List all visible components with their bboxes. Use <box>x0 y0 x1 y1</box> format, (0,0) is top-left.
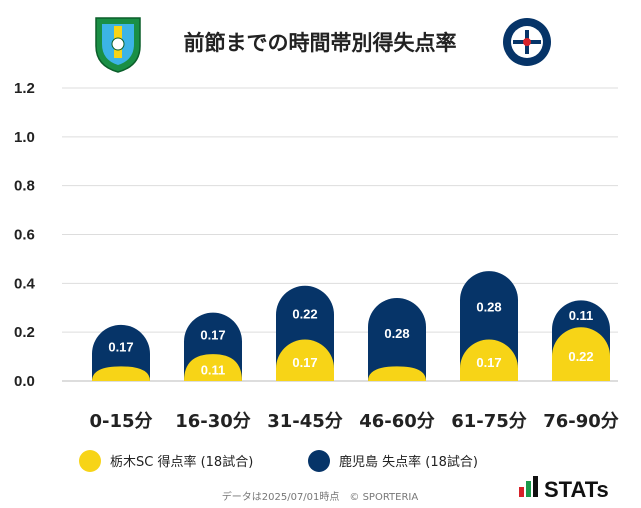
x-axis: 0-15分 16-30分 31-45分 46-60分 61-75分 76-90分 <box>89 411 618 432</box>
bar-team-b <box>92 324 150 381</box>
bar-team-a <box>552 327 610 381</box>
legend-marker-team-a <box>79 450 101 472</box>
data-label-team-b: 0.17 <box>200 327 225 342</box>
y-tick-label: 1.0 <box>14 129 35 146</box>
y-tick-label: 0.6 <box>14 227 35 244</box>
stats-brand-text: STATs <box>544 477 609 502</box>
kagoshima-united-logo <box>503 18 551 66</box>
data-label-team-a: 0.17 <box>292 355 317 370</box>
bar-team-a <box>276 339 334 381</box>
y-tick-label: 0.2 <box>14 324 35 341</box>
stats-bar-icon-3 <box>533 476 538 497</box>
legend-marker-team-b <box>308 450 330 472</box>
y-tick-label: 0.0 <box>14 373 35 390</box>
y-axis: 1.2 1.0 0.8 0.6 0.4 0.2 0.0 <box>14 80 36 390</box>
x-tick-label: 61-75分 <box>451 411 527 432</box>
legend: 栃木SC 得点率 (18試合) 鹿児島 失点率 (18試合) <box>79 450 478 472</box>
bar-team-b <box>368 297 426 381</box>
data-label-team-b: 0.28 <box>384 326 409 341</box>
y-tick-label: 0.8 <box>14 178 35 195</box>
bar-team-a <box>368 366 426 381</box>
chart-title: 前節までの時間帯別得失点率 <box>184 31 457 55</box>
x-tick-label: 31-45分 <box>267 411 343 432</box>
x-tick-label: 0-15分 <box>89 411 152 432</box>
stats-bar-icon-2 <box>526 481 531 497</box>
bar-team-a <box>92 366 150 381</box>
legend-label-team-a: 栃木SC 得点率 (18試合) <box>110 454 253 470</box>
data-label-team-a: 0.22 <box>568 349 593 364</box>
x-tick-label: 16-30分 <box>175 411 251 432</box>
footer-note: データは2025/07/01時点 © SPORTERIA <box>222 490 419 503</box>
y-grid <box>62 87 618 333</box>
data-label-team-a: 0.11 <box>201 363 226 378</box>
data-label-team-b: 0.28 <box>476 299 501 314</box>
data-label-team-b: 0.11 <box>569 308 594 323</box>
data-label-team-a: 0.17 <box>476 355 501 370</box>
legend-label-team-b: 鹿児島 失点率 (18試合) <box>339 454 478 470</box>
y-tick-label: 1.2 <box>14 80 35 97</box>
data-label-team-b: 0.17 <box>108 340 133 355</box>
bar-team-a <box>184 354 242 381</box>
y-tick-label: 0.4 <box>14 275 36 292</box>
tochigi-sc-logo <box>95 17 141 73</box>
x-tick-label: 46-60分 <box>359 411 435 432</box>
stats-brand: STATs <box>519 476 609 502</box>
data-label-team-b: 0.22 <box>292 307 317 322</box>
stats-bar-icon <box>519 487 524 497</box>
x-tick-label: 76-90分 <box>543 411 619 432</box>
bar-team-a <box>460 339 518 381</box>
bars: 0.17 0.17 0.11 0.22 0.17 0.28 0.28 0.17 0.11 0.22 <box>92 271 610 381</box>
